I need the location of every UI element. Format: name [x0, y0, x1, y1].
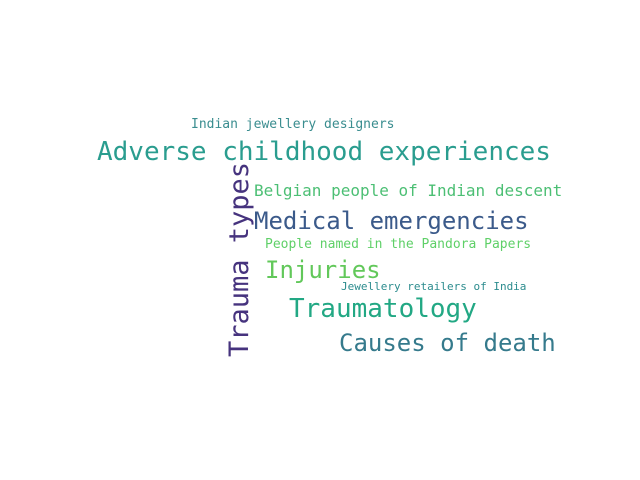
word-people-named-in-pandora-papers: People named in the Pandora Papers [265, 237, 532, 252]
word-belgian-people-of-indian-descent: Belgian people of Indian descent [254, 181, 563, 200]
word-adverse-childhood-experiences: Adverse childhood experiences [97, 137, 551, 167]
word-causes-of-death: Causes of death [339, 329, 556, 357]
word-injuries: Injuries [265, 256, 381, 284]
word-trauma-types: Trauma types [224, 161, 255, 357]
word-medical-emergencies: Medical emergencies [254, 207, 529, 235]
word-jewellery-retailers-of-india: Jewellery retailers of India [341, 280, 527, 293]
word-traumatology: Traumatology [289, 294, 477, 324]
word-indian-jewellery-designers: Indian jewellery designers [191, 117, 395, 132]
